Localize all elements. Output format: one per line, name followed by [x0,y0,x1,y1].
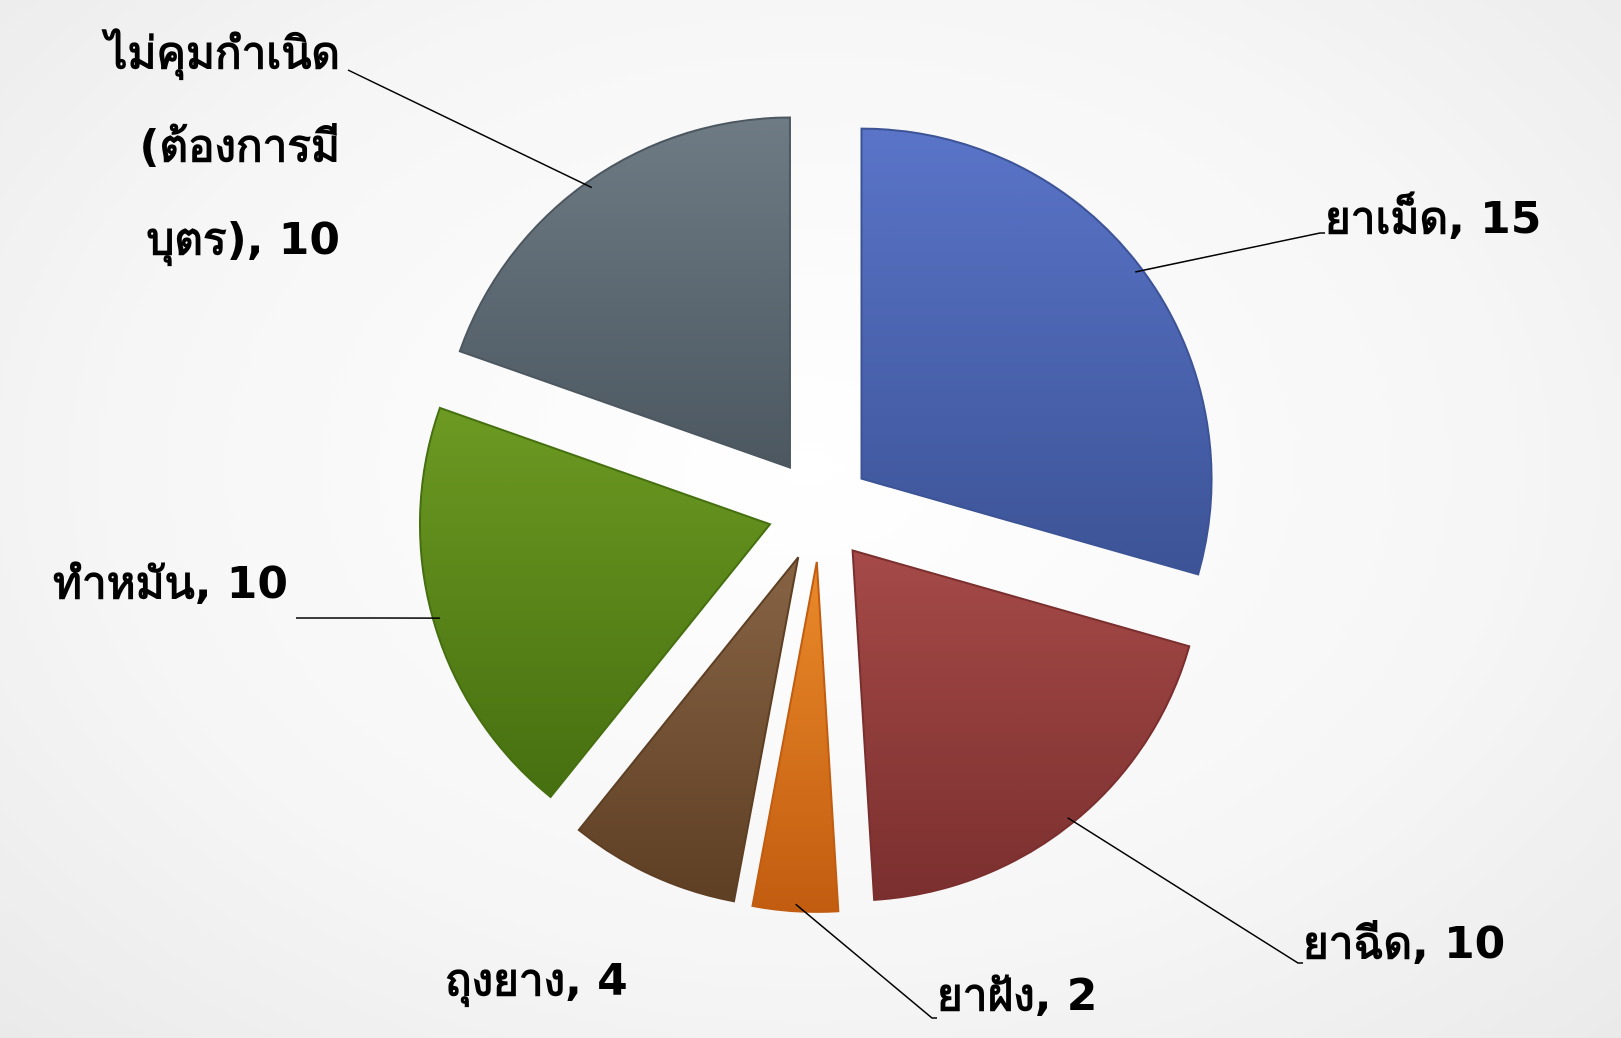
pie-slice-injection [851,549,1191,901]
data-label-injection: ยาฉีด, 10 [1303,918,1505,969]
pie-slice-no-contraception [458,116,791,469]
leader-line-implant [795,903,937,1019]
data-label-sterilization: ทำหมัน, 10 [53,558,288,609]
pie-slice-pills [860,127,1213,576]
leader-line-injection [1067,817,1303,964]
data-label-implant: ยาฝัง, 2 [937,970,1097,1021]
data-label-pills: ยาเม็ด, 15 [1325,191,1541,244]
pie-slice-condom [577,556,800,903]
pie-slices [419,116,1213,913]
leader-lines [295,69,1325,1019]
data-label-condom: ถุงยาง, 4 [445,955,628,1008]
pie-slice-implant [751,561,840,913]
pie-slice-sterilization [419,406,772,799]
data-label-no-contraception: ไม่คุมกำเนิด(ต้องการมีบุตร), 10 [101,27,340,267]
data-labels: ยาเม็ด, 15 ยาฉีด, 10 ยาฝัง, 2 ถุงยาง, 4 ทำหม… [53,27,1541,1021]
leader-line-no-contraception [347,69,593,189]
leader-line-pills [1135,232,1325,273]
